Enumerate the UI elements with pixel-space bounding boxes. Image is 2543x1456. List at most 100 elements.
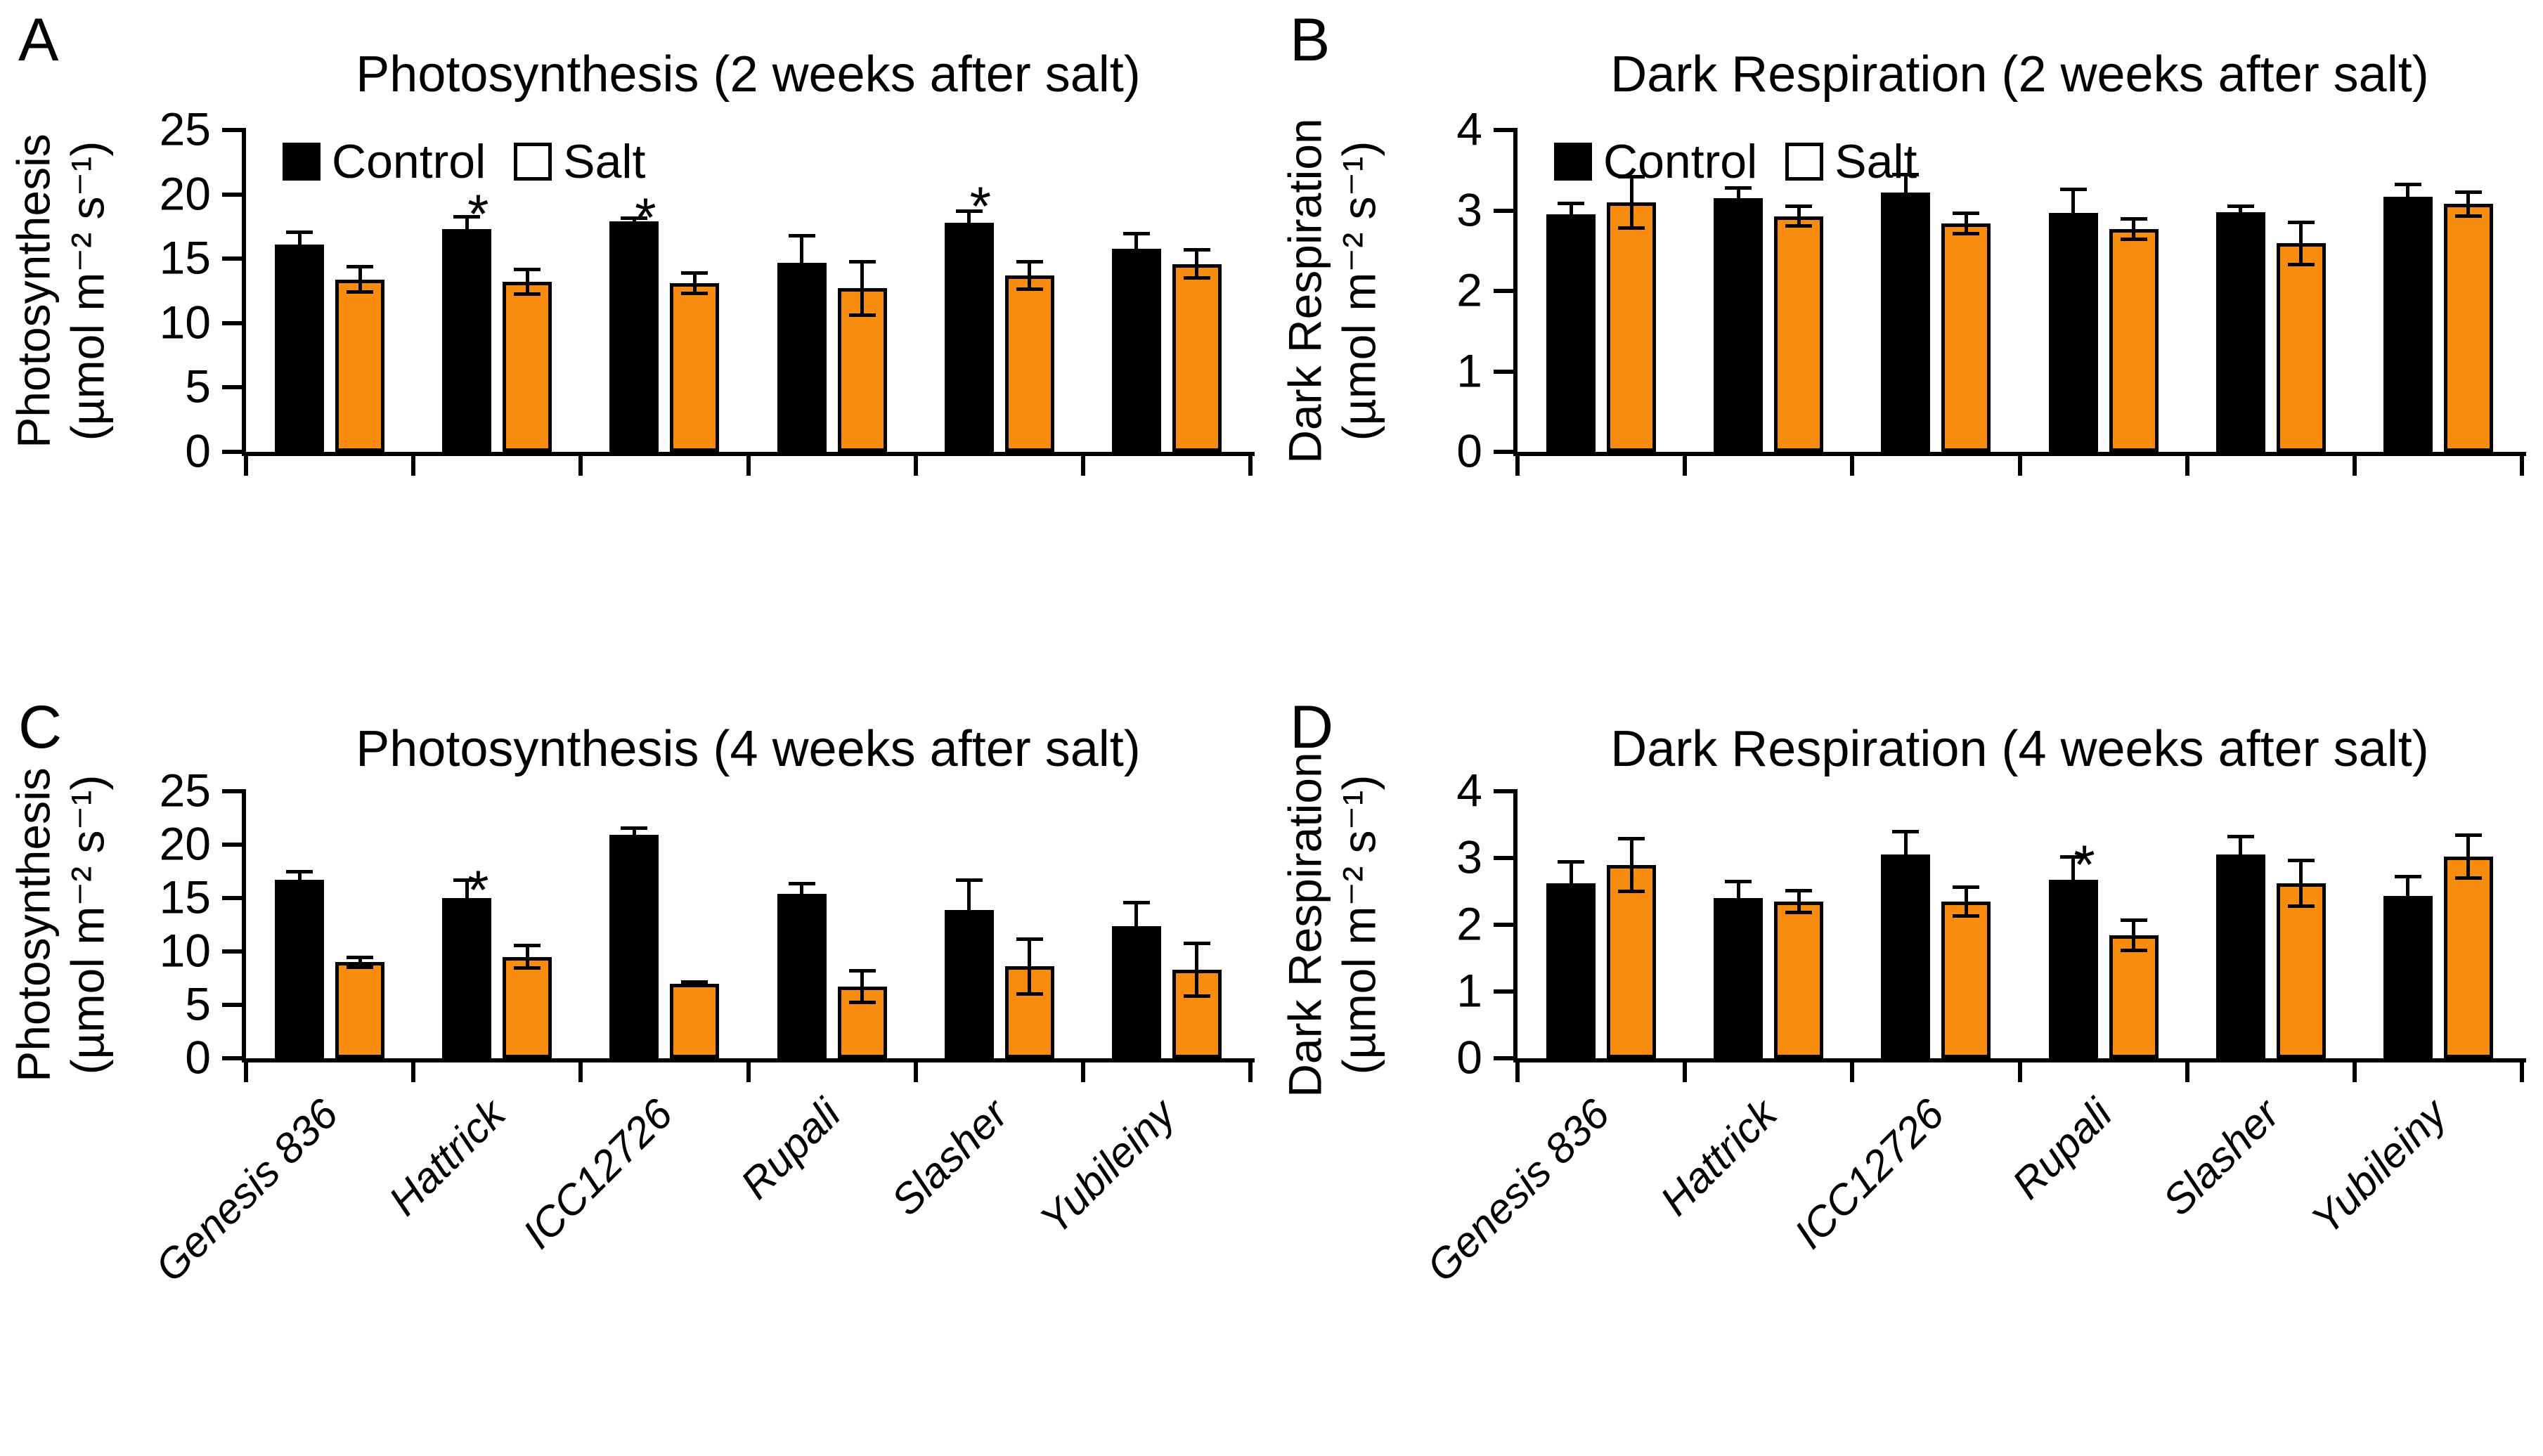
y-axis-label-line1: Photosynthesis (7, 767, 60, 1082)
error-bar-cap-top (1618, 175, 1645, 179)
x-tick-mark (2185, 456, 2189, 476)
y-tick-label: 0 (1456, 1031, 1482, 1084)
y-tick-mark (222, 789, 246, 793)
x-tick-mark (2520, 456, 2524, 476)
error-bar-cap-top (1558, 202, 1585, 206)
bar-salt (670, 283, 720, 452)
error-bar-cap-top (453, 878, 481, 883)
y-tick-label: 25 (159, 764, 211, 817)
panel-d: D Dark Respiration (4 weeks after salt) … (1272, 696, 2543, 1456)
x-tick-mark (1515, 1062, 1520, 1082)
bar-control (2383, 896, 2433, 1058)
bar-control (442, 898, 492, 1058)
panel-letter: B (1290, 6, 1331, 74)
error-bar-cap-bottom (2227, 216, 2254, 220)
y-tick-mark (222, 1056, 246, 1060)
y-tick-label: 3 (1456, 183, 1482, 236)
error-bar-line (2239, 205, 2243, 219)
legend-label-salt: Salt (1835, 135, 1917, 188)
error-bar-cap-bottom (1122, 947, 1150, 951)
y-tick-mark (1494, 923, 1518, 927)
x-tick-mark (2185, 1062, 2189, 1082)
error-bar-cap-top (955, 209, 983, 214)
error-bar-cap-top (788, 234, 815, 238)
error-bar-line (1903, 174, 1908, 212)
error-bar-cap-bottom (848, 313, 876, 317)
y-tick-label: 10 (159, 296, 211, 349)
error-bar-line (2406, 183, 2410, 210)
error-bar-cap-bottom (1785, 910, 1813, 914)
error-bar-cap-bottom (848, 1000, 876, 1004)
error-bar-cap-top (848, 259, 876, 264)
bar-salt (1774, 216, 1824, 452)
error-bar-cap-bottom (621, 223, 648, 227)
plot-area: 0 5 10 15 20 25 * Genesis 836 * Hattrick * ICC12726… (146, 767, 1255, 1291)
y-axis-label-line1: Dark Respiration (1279, 118, 1331, 464)
panel-a: A Photosynthesis (2 weeks after salt) Ph… (0, 0, 1272, 710)
bar-control (1881, 193, 1931, 452)
error-bar-cap-bottom (1725, 912, 1752, 916)
error-bar-cap-top (2120, 216, 2147, 221)
error-bar-cap-bottom (1618, 889, 1645, 893)
y-tick-mark (1494, 208, 1518, 213)
error-bar-cap-top (621, 826, 648, 830)
plot-area: 0 1 2 3 4 (1456, 106, 2526, 476)
error-bar-line (967, 880, 971, 940)
y-axis-label-line1: Dark Respiration (1279, 752, 1331, 1098)
error-bar-line (1629, 838, 1633, 892)
error-bar-cap-top (788, 881, 815, 885)
error-bar-line (2071, 188, 2076, 238)
panel-b: B Dark Respiration (2 weeks after salt) … (1272, 0, 2543, 710)
error-bar-cap-top (848, 969, 876, 973)
error-bar-cap-top (1183, 248, 1210, 252)
error-bar-cap-bottom (1016, 992, 1043, 996)
y-axis-line (242, 791, 246, 1058)
error-bar-cap-bottom (2454, 876, 2482, 880)
error-bar-line (358, 956, 362, 968)
error-bar-cap-bottom (1953, 231, 1980, 235)
error-bar-cap-top (621, 216, 648, 220)
error-bar-cap-bottom (2120, 949, 2147, 953)
bar-salt (2276, 243, 2326, 452)
y-tick-label: 15 (159, 231, 211, 284)
error-bar-cap-bottom (1953, 914, 1980, 918)
plot-area: 0 1 2 3 4 Genesis 836 Hattrick ICC12726 * Rupali S… (1418, 767, 2526, 1291)
y-tick-label: 4 (1456, 103, 1482, 155)
error-bar-cap-bottom (453, 914, 481, 918)
bar-control (442, 229, 492, 452)
error-bar-line (1134, 233, 1139, 264)
y-tick-mark (1494, 856, 1518, 860)
error-bar-cap-top (1016, 937, 1043, 941)
error-bar-line (1195, 249, 1199, 278)
error-bar-cap-bottom (2059, 235, 2087, 239)
chart-title: Dark Respiration (2 weeks after salt) (1610, 46, 2429, 103)
significance-asterisk: * (467, 182, 489, 245)
error-bar-line (1569, 203, 1573, 226)
bar-control (1111, 248, 1161, 452)
error-bar-cap-top (1892, 172, 1920, 176)
bar-salt (1172, 264, 1222, 452)
error-bar-line (1964, 212, 1968, 234)
error-bar-line (465, 216, 469, 242)
error-bar-cap-bottom (286, 255, 313, 259)
error-bar-cap-top (681, 271, 708, 275)
error-bar-cap-top (514, 267, 541, 271)
y-tick-mark (222, 256, 246, 261)
x-tick-mark (2017, 1062, 2022, 1082)
bar-control (2383, 197, 2433, 452)
error-bar-cap-bottom (681, 983, 708, 987)
error-bar-cap-top (286, 870, 313, 873)
error-bar-line (2071, 857, 2076, 904)
bar-control (777, 262, 827, 452)
bar-control (777, 893, 827, 1058)
error-bar-cap-bottom (1122, 261, 1150, 266)
error-bar-cap-bottom (514, 966, 541, 970)
error-bar-line (860, 970, 865, 1003)
error-bar-line (358, 266, 362, 292)
error-bar-cap-top (1016, 259, 1043, 264)
y-tick-mark (222, 128, 246, 132)
x-axis-line (1513, 452, 2526, 456)
error-bar-line (297, 231, 302, 258)
error-bar-cap-bottom (2059, 901, 2087, 905)
y-tick-mark (1494, 450, 1518, 454)
